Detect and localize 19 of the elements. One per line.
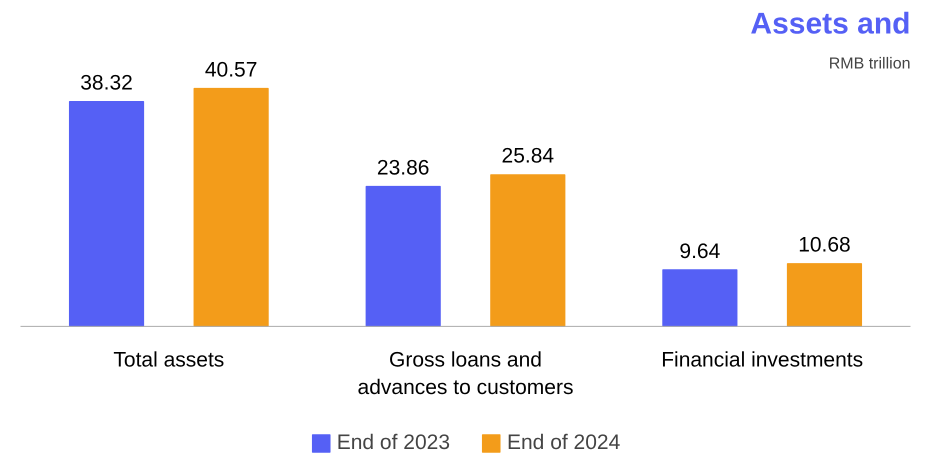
data-label: 38.32 (80, 72, 133, 95)
x-tick-label: Financial investments (661, 348, 864, 372)
x-tick-label: Total assets (113, 348, 224, 372)
bar (68, 101, 144, 327)
bar (786, 263, 862, 327)
chart-title: Assets and (750, 8, 911, 40)
data-label: 10.68 (798, 234, 851, 257)
bar (194, 88, 269, 327)
bar (490, 174, 566, 327)
bar (366, 186, 441, 327)
bar (662, 269, 738, 327)
text: RMB trillion (828, 56, 911, 72)
data-label: 23.86 (376, 156, 430, 180)
data-label: 9.64 (679, 240, 721, 263)
legend-label: End of 2024 (507, 431, 620, 455)
data-label: 25.84 (502, 144, 554, 168)
data-label: 40.57 (204, 58, 258, 82)
x-tick-label: Gross loans and advances to customers (358, 348, 574, 399)
legend-label: End of 2023 (336, 431, 450, 455)
